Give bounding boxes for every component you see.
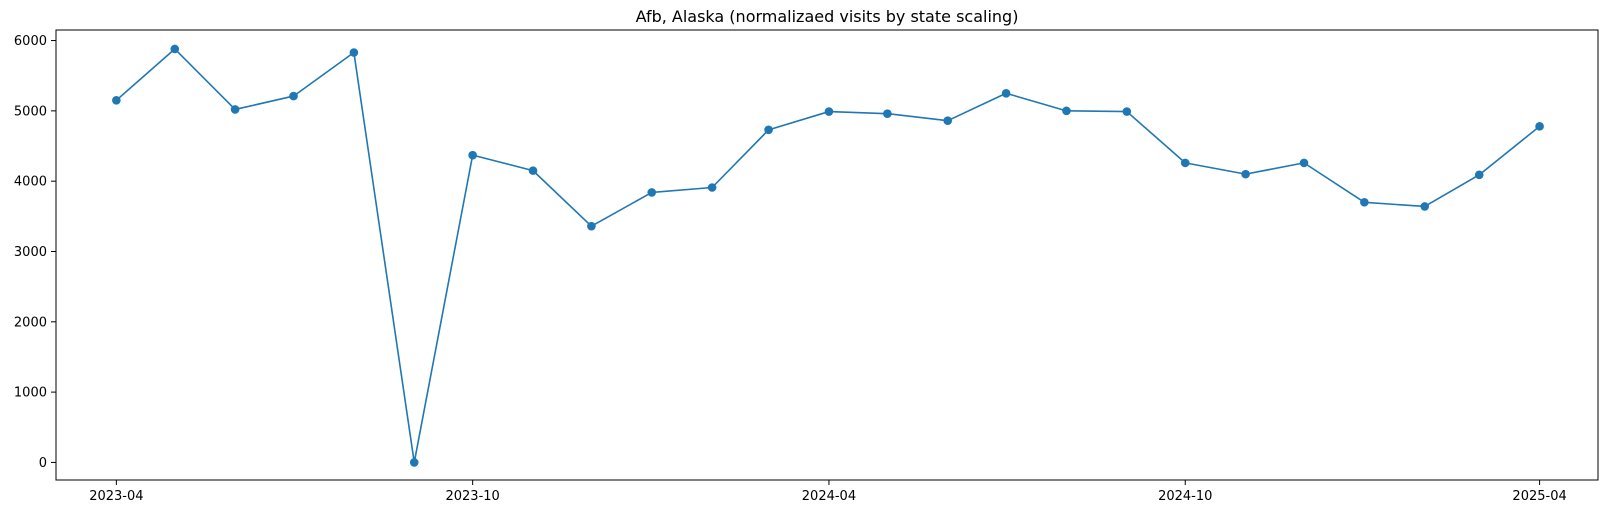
data-point bbox=[112, 96, 121, 105]
x-axis: 2023-04 2023-10 2024-04 2024-10 2025-04 bbox=[89, 480, 1567, 504]
y-axis: 0 1000 2000 3000 4000 5000 6000 bbox=[14, 34, 56, 471]
data-point bbox=[1001, 88, 1011, 98]
data-point bbox=[1535, 122, 1544, 131]
data-point bbox=[468, 150, 477, 160]
data-point bbox=[230, 105, 240, 114]
data-point bbox=[764, 125, 773, 135]
data-point bbox=[1420, 202, 1430, 211]
y-tick-label: 0 bbox=[39, 456, 47, 471]
y-tick-label: 1000 bbox=[14, 386, 47, 401]
series-layer bbox=[112, 44, 1544, 467]
data-point bbox=[528, 166, 538, 175]
plot-frame bbox=[55, 29, 1599, 481]
y-tick-label: 5000 bbox=[14, 104, 47, 119]
data-point bbox=[824, 107, 834, 116]
data-point bbox=[1122, 107, 1132, 116]
data-point bbox=[1241, 169, 1250, 179]
data-point bbox=[1299, 158, 1309, 168]
x-tick-label: 2023-10 bbox=[445, 489, 499, 504]
y-tick-label: 3000 bbox=[14, 245, 47, 260]
x-tick-label: 2024-10 bbox=[1158, 489, 1212, 504]
y-tick-label: 4000 bbox=[14, 175, 47, 190]
data-point bbox=[170, 44, 180, 54]
data-point bbox=[349, 48, 359, 57]
data-point bbox=[1474, 170, 1484, 180]
data-point bbox=[1062, 106, 1071, 116]
data-point bbox=[647, 188, 657, 197]
data-point bbox=[883, 109, 892, 118]
data-point bbox=[409, 458, 419, 467]
y-tick-label: 2000 bbox=[14, 315, 47, 330]
data-point bbox=[587, 221, 596, 231]
data-point bbox=[943, 116, 953, 125]
x-tick-label: 2023-04 bbox=[89, 489, 143, 504]
data-point bbox=[707, 183, 717, 192]
chart-title: Afb, Alaska (normalizaed visits by state… bbox=[636, 7, 1019, 26]
data-point bbox=[1180, 158, 1190, 168]
y-tick-label: 6000 bbox=[14, 34, 47, 49]
data-point bbox=[289, 91, 298, 101]
x-tick-label: 2025-04 bbox=[1512, 489, 1566, 504]
x-tick-label: 2024-04 bbox=[802, 489, 856, 504]
data-point bbox=[1360, 197, 1369, 207]
